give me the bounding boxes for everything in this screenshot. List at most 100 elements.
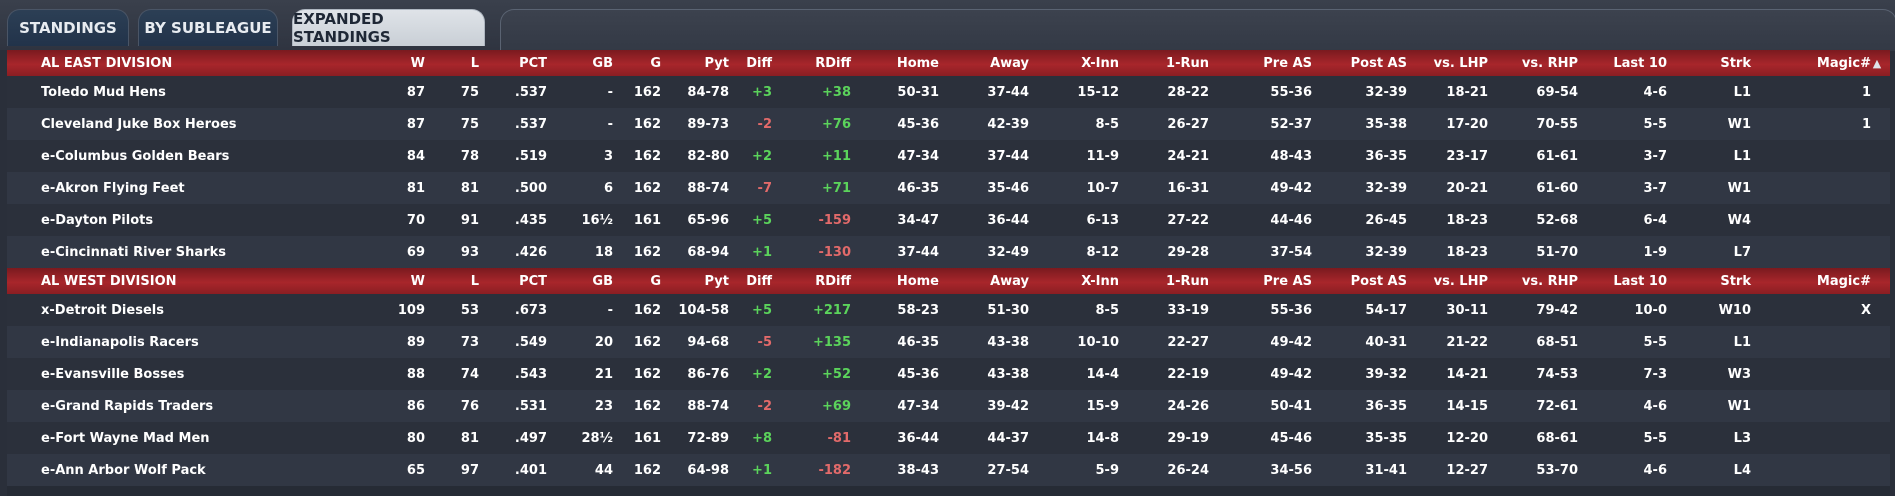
cell-magic	[1807, 454, 1871, 486]
column-header-diff: Diff	[746, 273, 772, 289]
cell-vs-rhp: 70-55	[1536, 116, 1578, 132]
cell-post-as: 35-35	[1365, 430, 1407, 446]
cell-l: 75	[460, 116, 479, 132]
team-row[interactable]: x-Detroit Diesels 109 53 .673 - 162 104-58 +5 +2…	[7, 294, 1890, 326]
cell-away: 39-42	[987, 398, 1029, 414]
team-row[interactable]: e-Akron Flying Feet 81 81 .500 6 162 88-74 -7 +7…	[7, 172, 1890, 204]
cell-magic	[1807, 140, 1871, 172]
cell-pyt: 89-73	[687, 116, 729, 132]
team-name: e-Ann Arbor Wolf Pack	[41, 462, 206, 478]
cell-home: 36-44	[897, 430, 939, 446]
cell-pre-as: 52-37	[1270, 116, 1312, 132]
team-name: Cleveland Juke Box Heroes	[41, 116, 237, 132]
cell-vs-lhp: 23-17	[1446, 148, 1488, 164]
team-row[interactable]: Toledo Mud Hens 87 75 .537 - 162 84-78 +3 +38 50-…	[7, 76, 1890, 108]
cell-pre-as: 50-41	[1270, 398, 1312, 414]
cell-l: 74	[460, 366, 479, 382]
cell-rdiff: +76	[822, 116, 851, 132]
cell-away: 51-30	[987, 302, 1029, 318]
cell-pyt: 64-98	[687, 462, 729, 478]
cell-x-inn: 10-7	[1086, 180, 1119, 196]
team-row[interactable]: e-Evansville Bosses 88 74 .543 21 162 86-76 +2 +…	[7, 358, 1890, 390]
cell-l: 91	[460, 212, 479, 228]
cell-gb: -	[607, 84, 613, 100]
cell-home: 47-34	[897, 148, 939, 164]
cell-l: 81	[460, 430, 479, 446]
cell-vs-rhp: 72-61	[1536, 398, 1578, 414]
team-row[interactable]: e-Columbus Golden Bears 84 78 .519 3 162 82-80…	[7, 140, 1890, 172]
cell-last-10: 7-3	[1643, 366, 1668, 382]
cell-diff: +2	[752, 148, 772, 164]
column-header-g: G	[650, 55, 661, 71]
cell-g: 162	[633, 84, 661, 100]
cell-rdiff: -159	[818, 212, 851, 228]
column-header-diff: Diff	[746, 55, 772, 71]
cell-one-run: 22-27	[1167, 334, 1209, 350]
team-row[interactable]: Cleveland Juke Box Heroes 87 75 .537 - 162 89-…	[7, 108, 1890, 140]
tab-standings[interactable]: STANDINGS	[7, 9, 129, 46]
cell-pre-as: 48-43	[1270, 148, 1312, 164]
cell-vs-rhp: 69-54	[1536, 84, 1578, 100]
cell-vs-rhp: 68-51	[1536, 334, 1578, 350]
column-header-l: L	[470, 273, 479, 289]
cell-vs-rhp: 68-61	[1536, 430, 1578, 446]
team-row[interactable]: e-Fort Wayne Mad Men 80 81 .497 28½ 161 72-89 +…	[7, 422, 1890, 454]
cell-vs-lhp: 20-21	[1446, 180, 1488, 196]
cell-gb: 23	[594, 398, 613, 414]
division-header: AL EAST DIVISION W L PCT GB G Pyt Diff RDiff Home…	[7, 50, 1890, 76]
cell-diff: -7	[757, 180, 772, 196]
column-header-away: Away	[990, 273, 1029, 289]
cell-vs-rhp: 51-70	[1536, 244, 1578, 260]
column-header-x-inn: X-Inn	[1081, 273, 1119, 289]
cell-w: 80	[406, 430, 425, 446]
column-header-pct: PCT	[519, 273, 547, 289]
cell-pct: .519	[514, 148, 547, 164]
cell-pct: .537	[514, 116, 547, 132]
cell-pre-as: 49-42	[1270, 366, 1312, 382]
cell-one-run: 26-27	[1167, 116, 1209, 132]
cell-pre-as: 37-54	[1270, 244, 1312, 260]
team-row[interactable]: e-Cincinnati River Sharks 69 93 .426 18 162 68…	[7, 236, 1890, 268]
team-row[interactable]: e-Dayton Pilots 70 91 .435 16½ 161 65-96 +5 -159…	[7, 204, 1890, 236]
cell-l: 73	[460, 334, 479, 350]
cell-pct: .543	[514, 366, 547, 382]
cell-magic	[1807, 236, 1871, 268]
cell-streak: L1	[1733, 148, 1751, 164]
cell-one-run: 27-22	[1167, 212, 1209, 228]
tab-expanded-standings[interactable]: EXPANDED STANDINGS	[292, 9, 485, 46]
cell-diff: +3	[752, 84, 772, 100]
cell-home: 45-36	[897, 116, 939, 132]
cell-streak: W10	[1718, 302, 1751, 318]
cell-one-run: 16-31	[1167, 180, 1209, 196]
column-header-x-inn: X-Inn	[1081, 55, 1119, 71]
column-header-home: Home	[896, 273, 939, 289]
cell-g: 162	[633, 462, 661, 478]
team-name: e-Columbus Golden Bears	[41, 148, 230, 164]
team-row[interactable]: e-Grand Rapids Traders 86 76 .531 23 162 88-74…	[7, 390, 1890, 422]
cell-last-10: 1-9	[1643, 244, 1668, 260]
cell-streak: L1	[1733, 334, 1751, 350]
cell-rdiff: +52	[822, 366, 851, 382]
cell-l: 76	[460, 398, 479, 414]
tab-by-subleague[interactable]: BY SUBLEAGUE	[138, 9, 278, 46]
cell-home: 46-35	[897, 180, 939, 196]
cell-magic	[1807, 358, 1871, 390]
cell-g: 162	[633, 244, 661, 260]
team-row[interactable]: e-Indianapolis Racers 89 73 .549 20 162 94-68 -…	[7, 326, 1890, 358]
cell-gb: 20	[594, 334, 613, 350]
cell-last-10: 4-6	[1643, 398, 1668, 414]
column-header-g: G	[650, 273, 661, 289]
cell-away: 44-37	[987, 430, 1029, 446]
cell-pct: .435	[514, 212, 547, 228]
cell-vs-rhp: 52-68	[1536, 212, 1578, 228]
cell-vs-rhp: 61-60	[1536, 180, 1578, 196]
column-header-rdiff: RDiff	[815, 273, 851, 289]
cell-post-as: 32-39	[1365, 244, 1407, 260]
team-row[interactable]: e-Ann Arbor Wolf Pack 65 97 .401 44 162 64-98 +…	[7, 454, 1890, 486]
team-name: e-Fort Wayne Mad Men	[41, 430, 210, 446]
scroll-up-icon[interactable]: ▲	[1872, 56, 1882, 70]
cell-post-as: 32-39	[1365, 180, 1407, 196]
cell-diff: +5	[752, 212, 772, 228]
cell-one-run: 24-21	[1167, 148, 1209, 164]
cell-home: 34-47	[897, 212, 939, 228]
